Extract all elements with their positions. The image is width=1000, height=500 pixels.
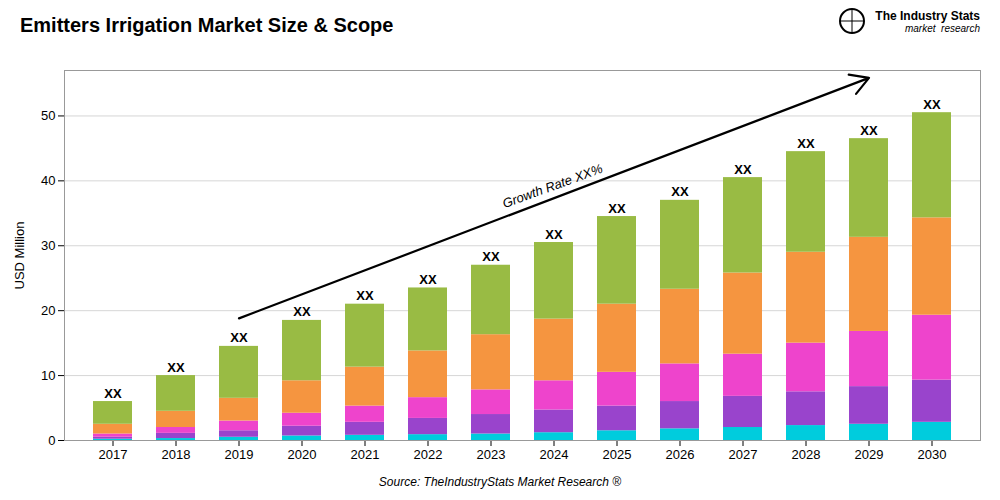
svg-text:2028: 2028 [792, 447, 821, 462]
svg-text:30: 30 [41, 238, 55, 253]
html-text:The Industry Stats: The Industry Stats [875, 8, 980, 23]
svg-text:XX: XX [482, 249, 500, 264]
svg-text:2026: 2026 [666, 447, 695, 462]
svg-text:USD Million: USD Million [12, 222, 27, 290]
svg-text:XX: XX [797, 136, 815, 151]
html-text:market research: market research [905, 22, 980, 34]
svg-text:2021: 2021 [351, 447, 380, 462]
svg-text:2017: 2017 [99, 447, 128, 462]
svg-text:2029: 2029 [855, 447, 884, 462]
svg-text:40: 40 [41, 173, 55, 188]
svg-text:XX: XX [104, 386, 122, 401]
svg-text:XX: XX [230, 330, 248, 345]
svg-text:2023: 2023 [477, 447, 506, 462]
svg-text:XX: XX [671, 184, 689, 199]
svg-text:XX: XX [356, 288, 374, 303]
html-text:Emitters Irrigation Market Siz: Emitters Irrigation Market Size & Scope [20, 14, 394, 36]
svg-text:2027: 2027 [729, 447, 758, 462]
svg-text:XX: XX [860, 123, 878, 138]
svg-text:2020: 2020 [288, 447, 317, 462]
svg-text:XX: XX [608, 201, 626, 216]
html-text:Source: TheIndustryStats Marke: Source: TheIndustryStats Market Research… [378, 475, 622, 489]
svg-text:XX: XX [419, 272, 437, 287]
svg-text:0: 0 [48, 433, 55, 448]
svg-text:50: 50 [41, 108, 55, 123]
svg-text:XX: XX [923, 97, 941, 112]
svg-text:20: 20 [41, 303, 55, 318]
svg-text:XX: XX [545, 227, 563, 242]
svg-text:XX: XX [167, 360, 185, 375]
svg-text:2024: 2024 [540, 447, 569, 462]
svg-text:2022: 2022 [414, 447, 443, 462]
svg-text:2018: 2018 [162, 447, 191, 462]
svg-text:Growth Rate XX%: Growth Rate XX% [500, 161, 604, 211]
svg-text:XX: XX [734, 162, 752, 177]
svg-text:2030: 2030 [918, 447, 947, 462]
svg-text:2025: 2025 [603, 447, 632, 462]
svg-text:2019: 2019 [225, 447, 254, 462]
svg-text:10: 10 [41, 368, 55, 383]
svg-text:XX: XX [293, 304, 311, 319]
